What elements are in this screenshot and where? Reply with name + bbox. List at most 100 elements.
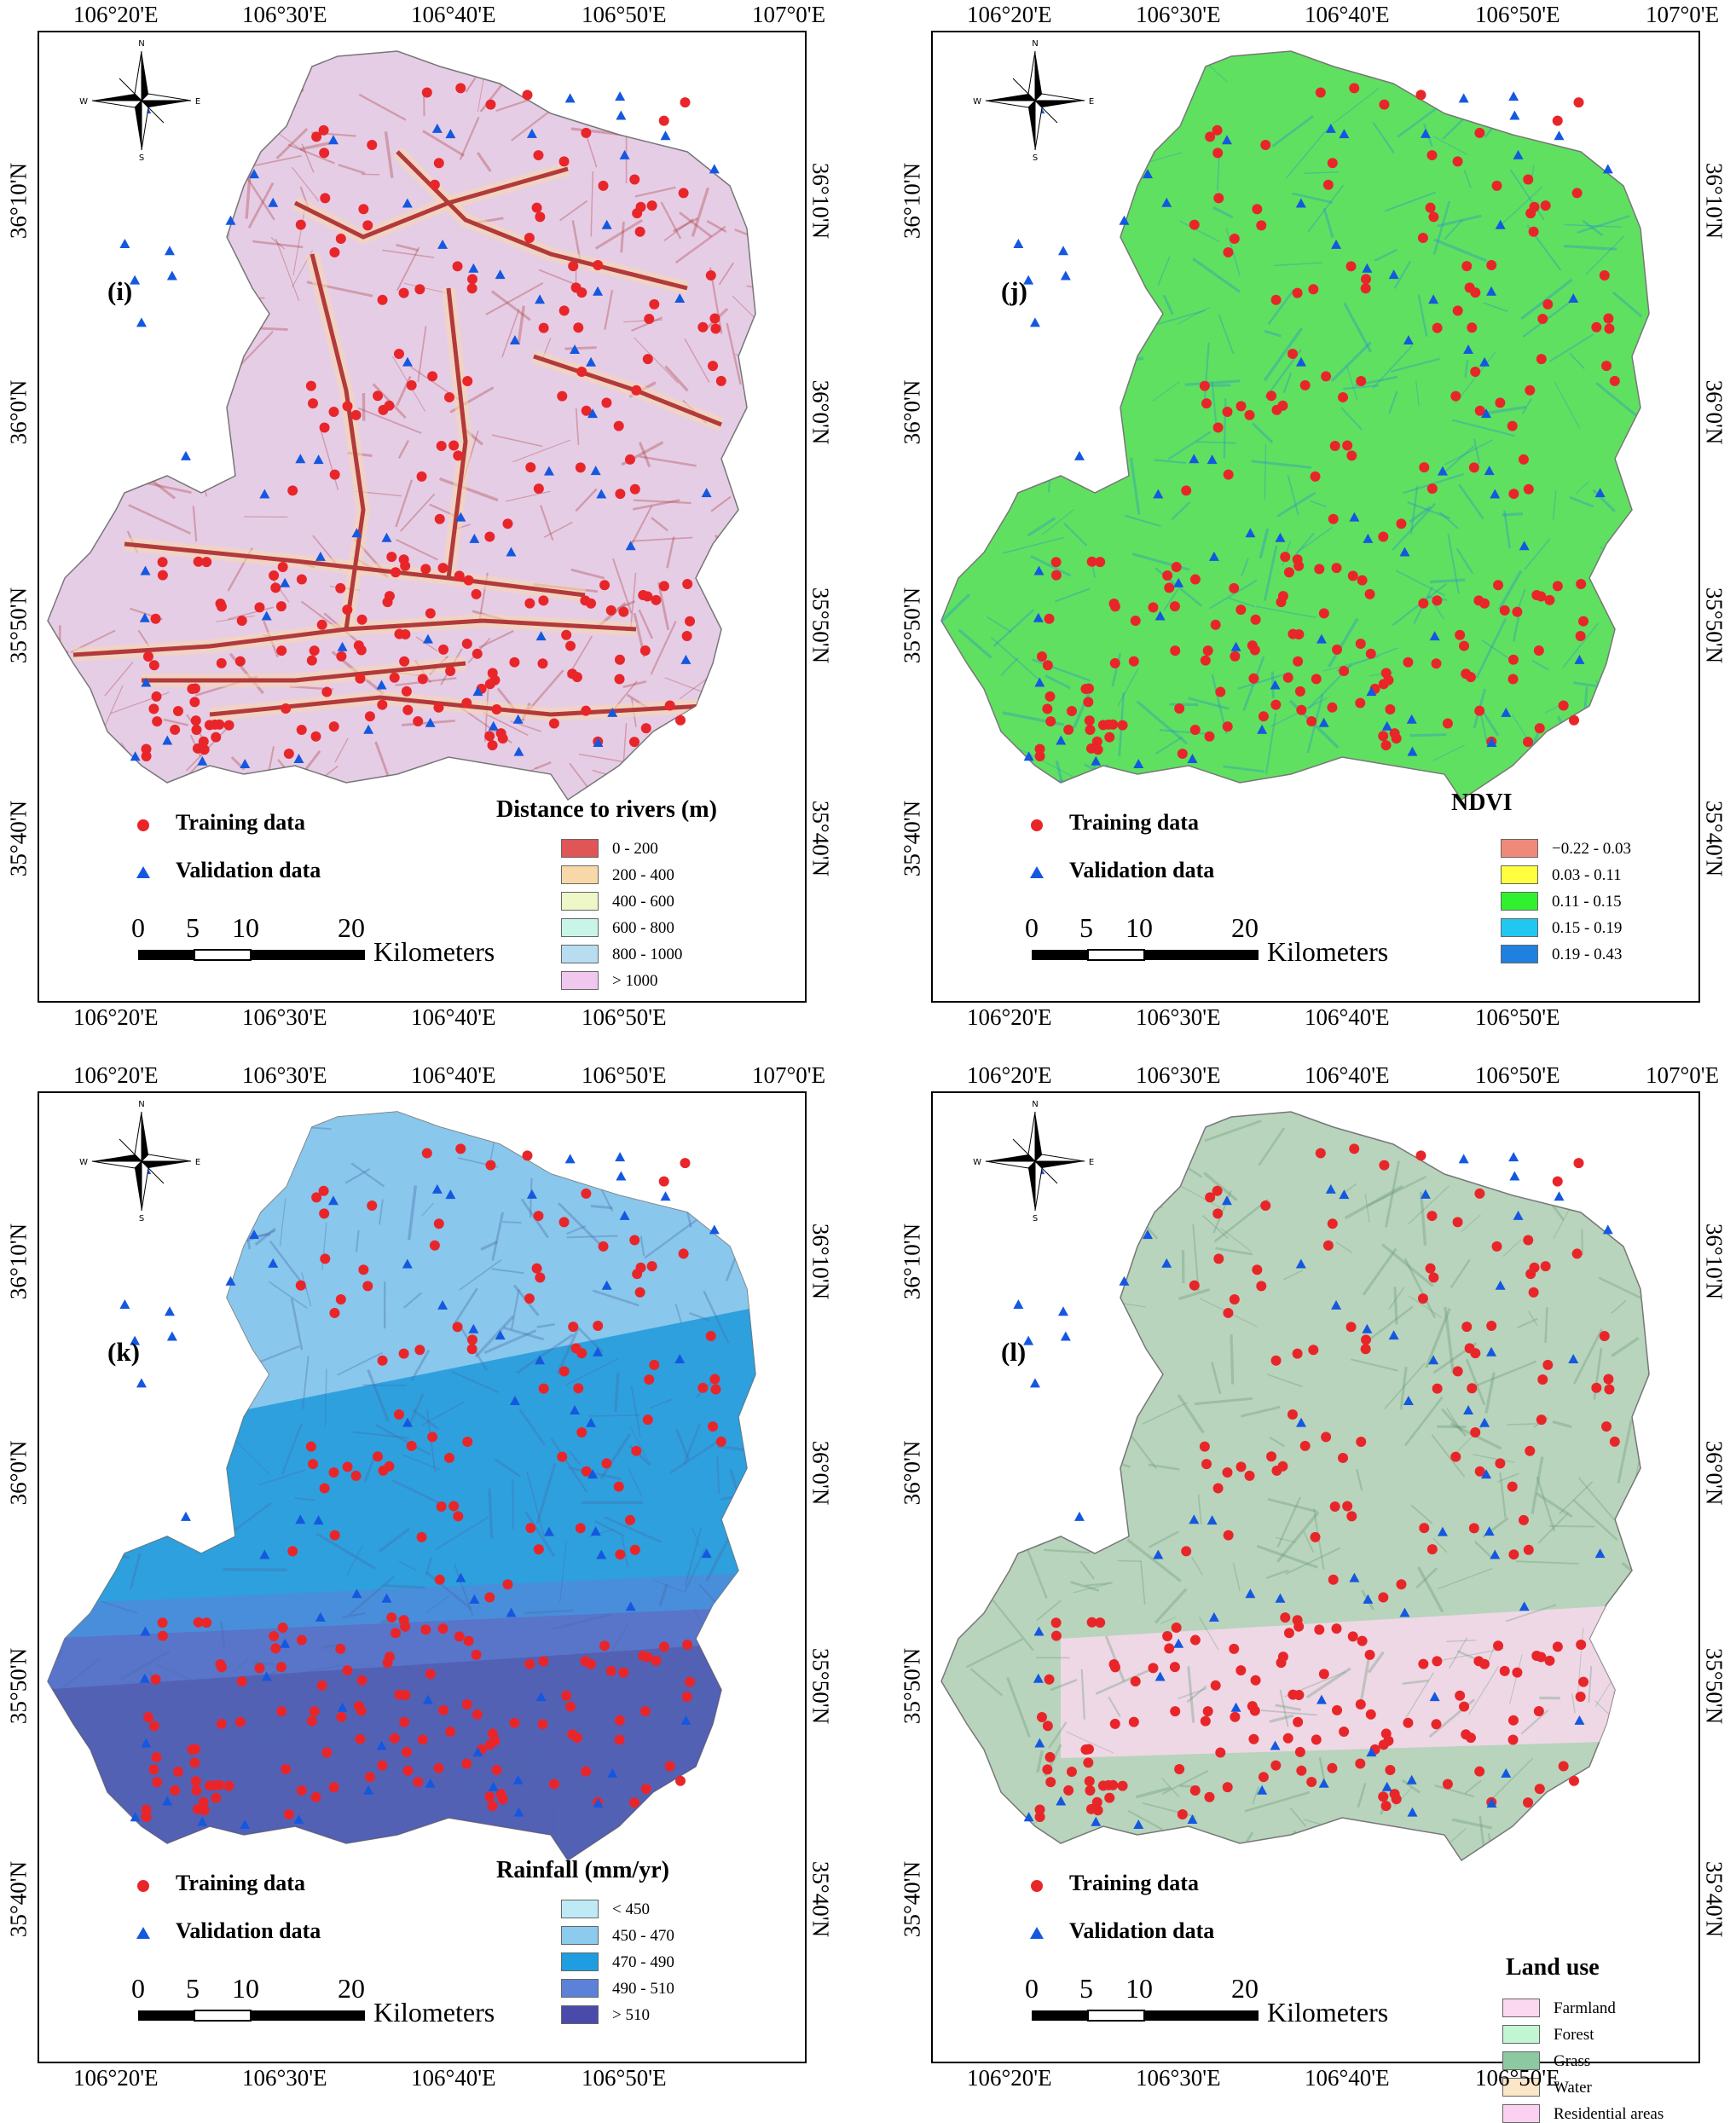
training-point: [632, 1269, 642, 1279]
training-point: [537, 658, 547, 668]
training-point: [464, 576, 474, 586]
lat-label-right: 36°10'N: [1703, 159, 1726, 244]
training-point: [697, 322, 708, 333]
training-point: [235, 1717, 246, 1727]
validation-point: [1519, 541, 1530, 550]
panel-letter: (i): [107, 276, 132, 307]
training-point: [151, 614, 161, 624]
training-point: [1365, 589, 1375, 599]
training-point: [1459, 641, 1469, 651]
training-point: [1328, 1575, 1339, 1585]
validation-point: [249, 1229, 259, 1239]
training-point: [308, 398, 318, 408]
training-point: [586, 599, 596, 609]
training-point: [1118, 720, 1128, 731]
training-point: [235, 657, 246, 667]
training-point: [534, 1544, 544, 1554]
training-point: [1095, 557, 1105, 567]
legend-swatch: [1501, 865, 1538, 884]
training-point: [1222, 407, 1232, 417]
lat-label-left: 36°0'N: [901, 370, 924, 455]
training-point: [351, 410, 362, 420]
legend-swatch: [561, 1900, 599, 1918]
scale-number: 20: [338, 1975, 365, 2002]
training-point: [142, 751, 152, 761]
validation-point: [607, 1768, 617, 1778]
scale-bar: [1032, 948, 1262, 962]
training-point: [573, 1383, 583, 1393]
training-point: [640, 645, 651, 656]
lon-label-top: 106°50'E: [582, 3, 667, 26]
training-point: [535, 1272, 545, 1282]
training-point: [1293, 1717, 1303, 1727]
training-point: [217, 1662, 227, 1672]
training-point: [402, 686, 412, 697]
validation-point: [338, 1703, 348, 1712]
training-point: [1553, 1641, 1563, 1652]
training-point: [385, 591, 395, 601]
training-point: [1042, 1764, 1052, 1774]
training-point: [682, 1692, 692, 1702]
training-point: [1541, 200, 1551, 211]
training-point: [1428, 1272, 1438, 1282]
training-point: [1349, 83, 1359, 93]
training-point: [489, 1736, 500, 1746]
training-point: [1201, 656, 1211, 666]
training-point: [191, 725, 201, 735]
training-point: [170, 725, 180, 735]
training-point: [335, 1644, 345, 1654]
training-point: [1591, 1383, 1601, 1393]
scale-unit: Kilometers: [1267, 1999, 1388, 2026]
validation-point: [293, 754, 304, 763]
training-point: [1256, 220, 1266, 230]
training-point: [697, 1383, 708, 1393]
training-point: [1250, 1705, 1260, 1715]
validation-point: [315, 1612, 326, 1622]
legend-item-label: 0 - 200: [612, 841, 658, 857]
training-point: [488, 668, 498, 678]
lon-label-bottom: 106°30'E: [1136, 1006, 1221, 1029]
training-point: [1379, 100, 1389, 110]
training-point: [284, 749, 294, 759]
lat-label-left: 36°10'N: [901, 1219, 924, 1304]
validation-point: [469, 534, 479, 543]
training-point: [1553, 581, 1563, 591]
validation-point: [1339, 1189, 1349, 1199]
training-point: [151, 691, 161, 702]
validation-point: [680, 655, 691, 664]
validation-point: [402, 357, 413, 367]
training-point: [1162, 570, 1172, 581]
lat-label-left: 35°50'N: [901, 1644, 924, 1729]
training-point: [1164, 1643, 1174, 1653]
training-point: [1416, 90, 1426, 100]
validation-point: [1501, 1768, 1511, 1778]
training-point: [391, 567, 401, 577]
training-point: [464, 1636, 474, 1646]
training-point: [328, 1467, 339, 1478]
training-point: [1321, 371, 1331, 381]
validation-point: [602, 1281, 612, 1290]
training-point: [1443, 719, 1453, 729]
training-point: [1525, 208, 1536, 218]
training-point: [1379, 1739, 1389, 1750]
training-point: [1569, 715, 1579, 726]
training-point: [1432, 1656, 1442, 1666]
training-point: [1432, 1384, 1443, 1394]
validation-point: [1056, 1796, 1066, 1806]
training-point: [1087, 1617, 1097, 1628]
training-point: [1426, 150, 1437, 160]
training-point: [644, 1374, 654, 1385]
training-point: [557, 1452, 567, 1462]
training-point: [682, 579, 692, 589]
training-point: [1470, 367, 1480, 377]
training-point: [1339, 666, 1349, 676]
training-point: [1104, 732, 1114, 743]
training-point: [367, 140, 377, 150]
validation-point: [1033, 1674, 1044, 1683]
validation-point: [1270, 680, 1281, 689]
training-point: [1474, 1189, 1484, 1199]
lat-label-right: 36°0'N: [1703, 370, 1726, 455]
validation-point: [510, 1396, 520, 1405]
validation-point: [1143, 169, 1153, 178]
